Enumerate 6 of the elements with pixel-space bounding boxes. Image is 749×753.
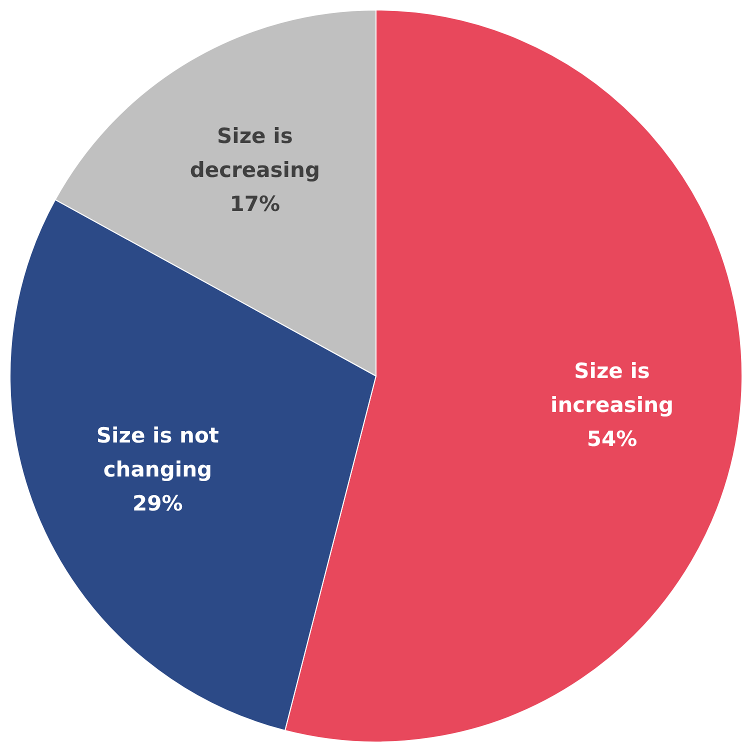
slice-label: Size is not changing: [96, 423, 219, 482]
data-label: 29%: [132, 491, 183, 516]
data-label: 17%: [230, 192, 280, 216]
data-label: 54%: [586, 426, 638, 451]
slice-label: Size is decreasing: [190, 124, 320, 182]
slice-label: Size is increasing: [550, 358, 674, 417]
